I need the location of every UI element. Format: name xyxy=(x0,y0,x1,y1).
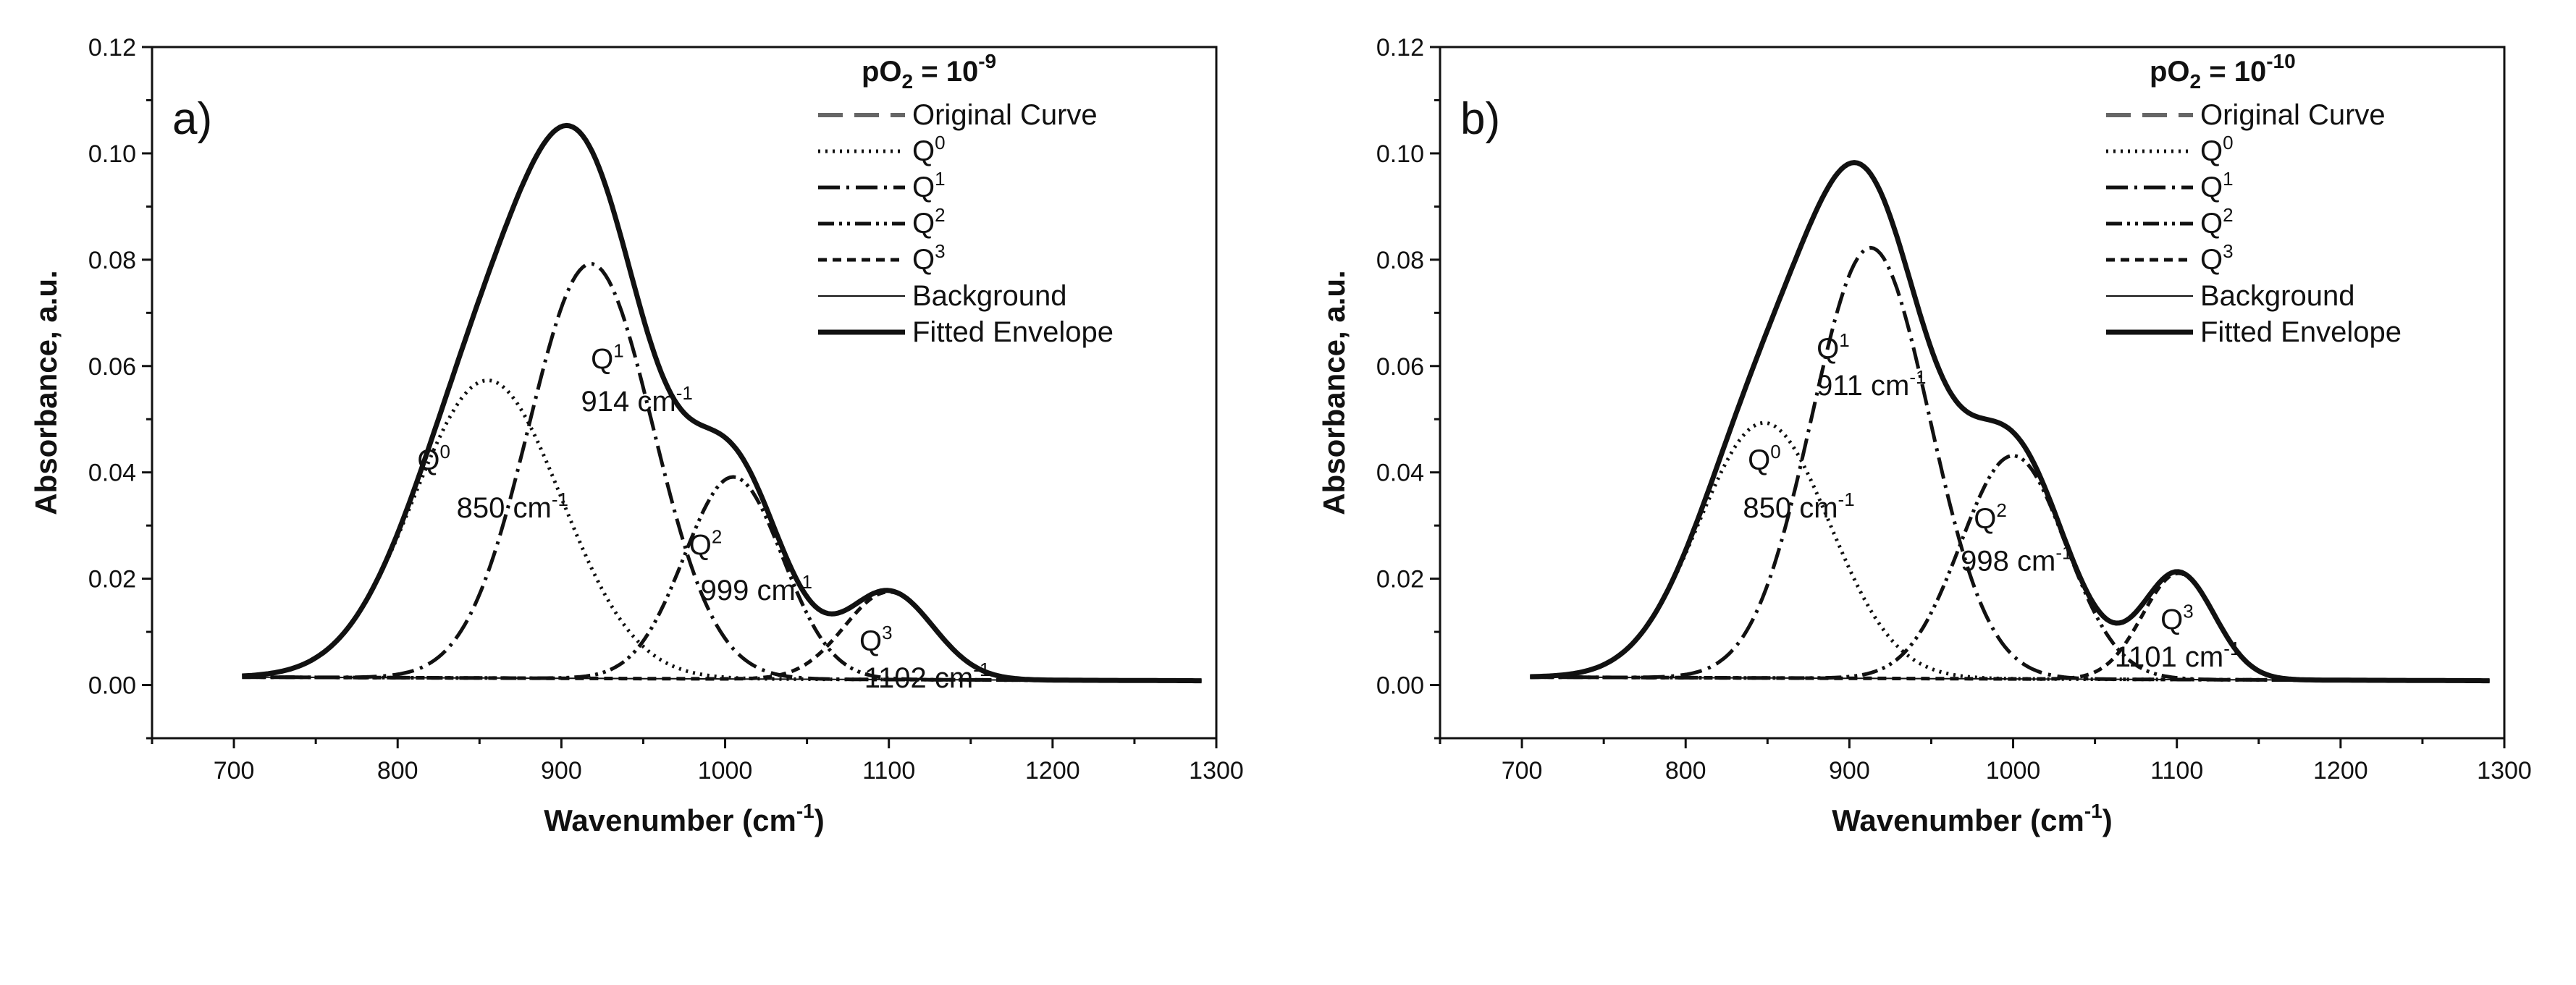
original-curve xyxy=(1530,160,2490,683)
y-tick-label: 0.06 xyxy=(88,353,136,381)
chart-panel-b: 700 800 900 1000 1100 1200 1300 0.00 0.02 0.04 0.0… xyxy=(1317,34,2532,837)
x-axis-label: Wavenumber (cm-1) xyxy=(1832,800,2112,837)
peak-annotation: 914 cm-1 xyxy=(581,382,693,418)
y-tick-label: 0.06 xyxy=(1376,353,1424,381)
y-tick-label: 0.00 xyxy=(1376,672,1424,700)
x-tick-label: 700 xyxy=(214,757,255,785)
legend-item-label: Q1 xyxy=(912,168,946,203)
peak-annotation: Q0 xyxy=(1748,441,1781,476)
legend-item-label: Fitted Envelope xyxy=(2200,316,2402,348)
legend-item-label: Fitted Envelope xyxy=(912,316,1114,348)
peak-annotation: Q3 xyxy=(2160,600,2194,635)
x-tick-label: 1000 xyxy=(698,757,753,785)
panel-label: a) xyxy=(172,94,212,144)
y-tick-label: 0.02 xyxy=(88,566,136,593)
y-tick-label: 0.04 xyxy=(88,460,136,487)
x-tick-label: 1100 xyxy=(862,757,915,785)
x-tick-label: 800 xyxy=(377,757,418,785)
component-curve-q3 xyxy=(242,590,1202,683)
legend-item-label: Q2 xyxy=(2200,204,2234,240)
peak-annotation: 1102 cm-1 xyxy=(864,659,990,694)
peak-annotation: 850 cm-1 xyxy=(457,489,568,524)
component-curve-q1 xyxy=(1530,245,2490,683)
y-tick-label: 0.12 xyxy=(1376,34,1424,62)
x-tick-label: 800 xyxy=(1665,757,1706,785)
y-axis-label: Absorbance, a.u. xyxy=(29,270,63,515)
y-tick-label: 0.08 xyxy=(1376,247,1424,274)
legend-item-label: Original Curve xyxy=(2200,99,2386,131)
peak-annotation: Q1 xyxy=(591,339,624,375)
y-tick-label: 0.10 xyxy=(88,140,136,168)
legend-item-label: Q3 xyxy=(912,240,946,276)
x-axis-label: Wavenumber (cm-1) xyxy=(544,800,824,837)
legend-item-label: Q2 xyxy=(912,204,946,240)
legend-item-label: Q0 xyxy=(912,132,946,167)
legend-title: pO2 = 10-10 xyxy=(2150,50,2296,93)
x-tick-label: 1300 xyxy=(2477,757,2532,785)
peak-annotation: 911 cm-1 xyxy=(1817,366,1926,402)
peak-annotation: Q2 xyxy=(1974,499,2007,535)
chart-panel-a: 700 800 900 1000 1100 1200 1300 0.00 0.02 0.04 0.0… xyxy=(29,34,1244,837)
peak-annotation: Q3 xyxy=(859,622,893,657)
plot-area-frame xyxy=(1439,46,2506,740)
y-tick-label: 0.04 xyxy=(1376,460,1424,487)
legend-item-label: Original Curve xyxy=(912,99,1098,131)
peak-annotation: Q1 xyxy=(1817,329,1850,365)
legend-item-label: Q1 xyxy=(2200,168,2234,203)
y-tick-label: 0.02 xyxy=(1376,566,1424,593)
peak-annotation: Q2 xyxy=(689,526,723,562)
fitted-envelope-curve xyxy=(242,122,1202,684)
x-tick-label: 1200 xyxy=(1025,757,1080,785)
y-tick-label: 0.08 xyxy=(88,247,136,274)
x-tick-label: 1000 xyxy=(1986,757,2041,785)
legend-item-label: Q0 xyxy=(2200,132,2234,167)
peak-annotation: 1101 cm-1 xyxy=(2115,638,2241,673)
x-tick-label: 1300 xyxy=(1189,757,1244,785)
y-tick-label: 0.00 xyxy=(88,672,136,700)
peak-annotation: 999 cm-1 xyxy=(701,571,812,606)
legend-item-label: Q3 xyxy=(2200,240,2234,276)
legend-title: pO2 = 10-9 xyxy=(862,50,996,93)
plot-area-frame xyxy=(151,46,1218,740)
fitted-envelope-curve xyxy=(1530,160,2490,684)
legend-item-label: Background xyxy=(2200,280,2354,312)
x-tick-label: 900 xyxy=(1829,757,1870,785)
y-tick-label: 0.12 xyxy=(88,34,136,62)
legend-item-label: Background xyxy=(912,280,1066,312)
peak-annotation: 998 cm-1 xyxy=(1961,542,2072,578)
x-tick-label: 1100 xyxy=(2150,757,2203,785)
peak-annotation: 850 cm-1 xyxy=(1743,489,1854,524)
x-tick-label: 900 xyxy=(541,757,582,785)
peak-annotation: Q0 xyxy=(417,441,450,476)
y-axis-label: Absorbance, a.u. xyxy=(1317,270,1351,515)
component-curve-q3 xyxy=(1530,571,2490,683)
x-tick-label: 700 xyxy=(1502,757,1543,785)
panel-label: b) xyxy=(1460,94,1500,144)
x-tick-label: 1200 xyxy=(2313,757,2368,785)
y-tick-label: 0.10 xyxy=(1376,140,1424,168)
